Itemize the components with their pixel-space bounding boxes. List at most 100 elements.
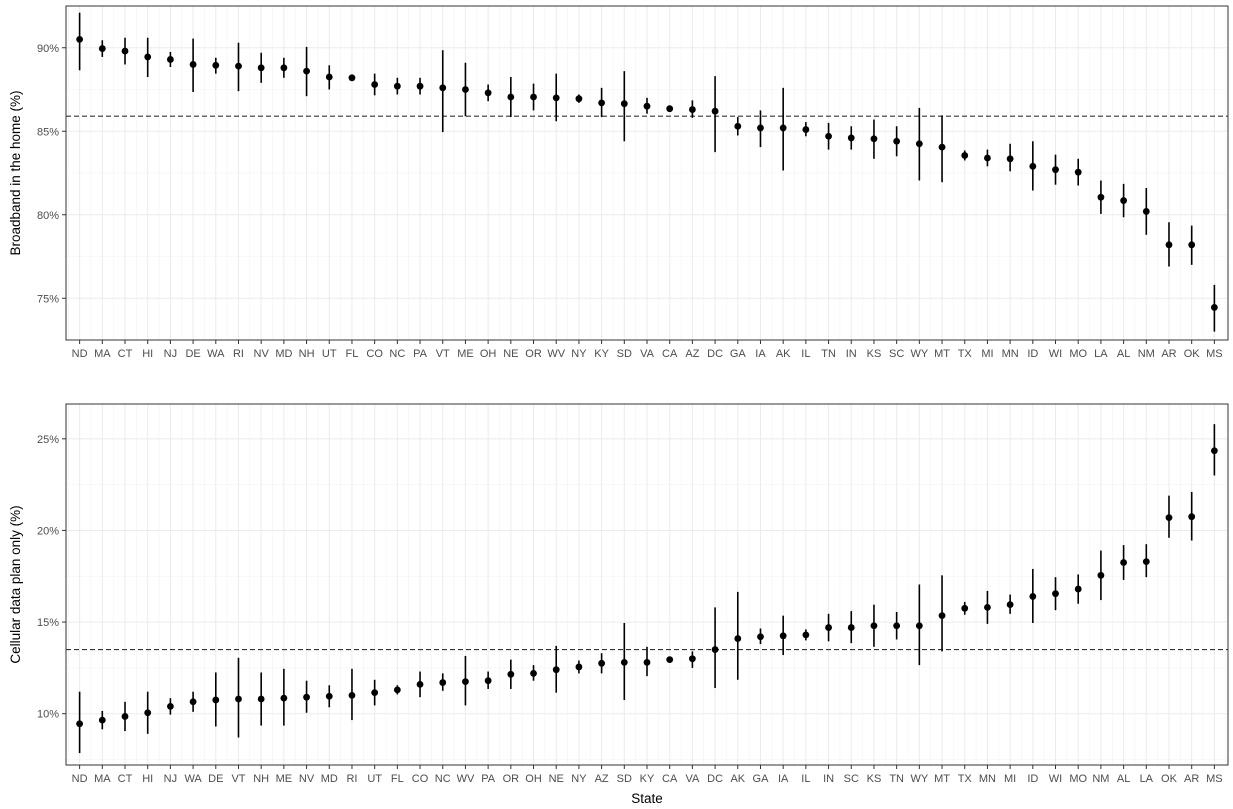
broadband-x-tick-label-MD: MD bbox=[275, 348, 292, 360]
cellular-point-RI bbox=[348, 691, 356, 699]
broadband-x-tick-label-AK: AK bbox=[776, 348, 791, 360]
cellular-point-CO bbox=[416, 680, 424, 688]
cellular-x-tick-label-VA: VA bbox=[685, 773, 700, 785]
broadband-point-NE bbox=[507, 93, 515, 101]
cellular-x-tick-label-NJ: NJ bbox=[164, 773, 177, 785]
broadband-point-ME bbox=[462, 86, 469, 93]
broadband-point-HI bbox=[144, 53, 152, 61]
cellular-point-MT bbox=[938, 612, 946, 620]
broadband-x-tick-label-ME: ME bbox=[457, 348, 474, 360]
cellular-x-tick-label-TX: TX bbox=[958, 773, 973, 785]
broadband-point-AR bbox=[1165, 241, 1173, 249]
cellular-x-tick-label-NV: NV bbox=[299, 773, 315, 785]
broadband-x-tick-label-VT: VT bbox=[436, 348, 450, 360]
broadband-x-tick-label-UT: UT bbox=[322, 348, 337, 360]
cellular-x-tick-label-WA: WA bbox=[184, 773, 202, 785]
broadband-x-tick-label-CA: CA bbox=[662, 348, 678, 360]
cellular-x-tick-label-DC: DC bbox=[707, 773, 723, 785]
cellular-point-VT bbox=[235, 695, 242, 703]
broadband-x-tick-label-WV: WV bbox=[547, 348, 565, 360]
broadband-x-tick-label-GA: GA bbox=[730, 348, 747, 360]
broadband-panel: 75% 80% 85% 90% ND MA CT HI NJ DE WA RI NV MD NH UT FL CO… bbox=[8, 5, 1229, 360]
cellular-point-AL bbox=[1120, 559, 1128, 566]
broadband-x-tick-label-CT: CT bbox=[118, 348, 133, 360]
broadband-x-tick-label-DC: DC bbox=[707, 348, 723, 360]
broadband-x-tick-label-NM: NM bbox=[1138, 348, 1155, 360]
broadband-x-tick-label-NV: NV bbox=[254, 348, 270, 360]
broadband-point-NV bbox=[257, 64, 265, 72]
cellular-point-KY bbox=[643, 658, 651, 666]
broadband-x-tick-label-MN: MN bbox=[1002, 348, 1019, 360]
broadband-point-OH bbox=[484, 89, 492, 97]
broadband-point-TX bbox=[961, 152, 969, 159]
cellular-point-IN bbox=[825, 624, 832, 631]
broadband-point-IL bbox=[802, 126, 810, 133]
broadband-point-LA bbox=[1097, 193, 1105, 201]
cellular-x-tick-label-WV: WV bbox=[457, 773, 475, 785]
broadband-x-tick-label-PA: PA bbox=[413, 348, 428, 360]
broadband-x-tick-label-NH: NH bbox=[299, 348, 315, 360]
broadband-point-MT bbox=[938, 143, 946, 151]
broadband-x-tick-label-FL: FL bbox=[346, 348, 359, 360]
broadband-x-tick-label-NY: NY bbox=[571, 348, 587, 360]
cellular-point-MD bbox=[325, 692, 333, 700]
broadband-y-tick-label: 75% bbox=[37, 293, 59, 305]
cellular-point-NJ bbox=[166, 702, 174, 710]
cellular-x-tick-label-CO: CO bbox=[412, 773, 429, 785]
broadband-point-WY bbox=[915, 140, 923, 148]
cellular-point-OH bbox=[530, 669, 537, 677]
cellular-x-tick-label-OR: OR bbox=[503, 773, 520, 785]
cellular-x-tick-label-MD: MD bbox=[321, 773, 338, 785]
cellular-x-tick-label-CA: CA bbox=[662, 773, 678, 785]
broadband-x-tick-label-LA: LA bbox=[1094, 348, 1108, 360]
cellular-point-GA bbox=[757, 633, 764, 641]
broadband-point-IA bbox=[757, 124, 764, 132]
broadband-point-NJ bbox=[166, 56, 174, 63]
cellular-x-tick-label-KY: KY bbox=[640, 773, 655, 785]
cellular-x-tick-label-IL: IL bbox=[801, 773, 810, 785]
cellular-x-tick-label-MT: MT bbox=[934, 773, 950, 785]
cellular-point-WV bbox=[462, 678, 469, 686]
cellular-point-TX bbox=[961, 604, 969, 612]
cellular-x-tick-label-WI: WI bbox=[1049, 773, 1062, 785]
cellular-point-WY bbox=[915, 622, 923, 630]
broadband-y-axis-title: Broadband in the home (%) bbox=[8, 90, 23, 255]
broadband-x-tick-label-AR: AR bbox=[1161, 348, 1176, 360]
cellular-point-IA bbox=[779, 632, 787, 640]
cellular-x-tick-label-ME: ME bbox=[276, 773, 293, 785]
cellular-x-tick-label-ND: ND bbox=[72, 773, 88, 785]
broadband-x-tick-label-KS: KS bbox=[867, 348, 882, 360]
broadband-y-tick-label: 85% bbox=[37, 126, 59, 138]
broadband-x-tick-label-ND: ND bbox=[72, 348, 88, 360]
broadband-x-tick-label-KY: KY bbox=[594, 348, 609, 360]
cellular-point-NM bbox=[1097, 571, 1105, 579]
broadband-x-tick-label-NC: NC bbox=[389, 348, 405, 360]
broadband-point-DE bbox=[189, 61, 197, 68]
broadband-x-tick-label-RI: RI bbox=[233, 348, 244, 360]
broadband-point-VA bbox=[643, 102, 651, 110]
broadband-x-tick-label-TX: TX bbox=[958, 348, 973, 360]
cellular-x-tick-label-OH: OH bbox=[525, 773, 542, 785]
broadband-x-tick-label-IL: IL bbox=[801, 348, 810, 360]
broadband-x-tick-label-MS: MS bbox=[1206, 348, 1223, 360]
cellular-x-tick-label-DE: DE bbox=[208, 773, 223, 785]
cellular-x-tick-label-VT: VT bbox=[231, 773, 245, 785]
broadband-x-tick-label-DE: DE bbox=[185, 348, 200, 360]
broadband-point-SC bbox=[893, 137, 901, 145]
cellular-point-AK bbox=[734, 635, 742, 642]
cellular-point-CA bbox=[666, 656, 674, 664]
cellular-point-DC bbox=[711, 646, 719, 653]
cellular-point-AR bbox=[1188, 513, 1196, 521]
broadband-x-tick-label-WA: WA bbox=[207, 348, 225, 360]
cellular-x-tick-label-IA: IA bbox=[778, 773, 789, 785]
broadband-x-tick-label-IN: IN bbox=[846, 348, 857, 360]
cellular-point-PA bbox=[484, 677, 492, 685]
cellular-point-NY bbox=[575, 663, 583, 671]
broadband-x-tick-label-OH: OH bbox=[480, 348, 497, 360]
cellular-x-tick-label-ID: ID bbox=[1027, 773, 1038, 785]
cellular-x-tick-label-MN: MN bbox=[979, 773, 996, 785]
cellular-point-ME bbox=[280, 694, 288, 702]
broadband-point-ND bbox=[76, 36, 84, 43]
cellular-point-SC bbox=[847, 624, 855, 631]
broadband-x-tick-label-AL: AL bbox=[1117, 348, 1130, 360]
